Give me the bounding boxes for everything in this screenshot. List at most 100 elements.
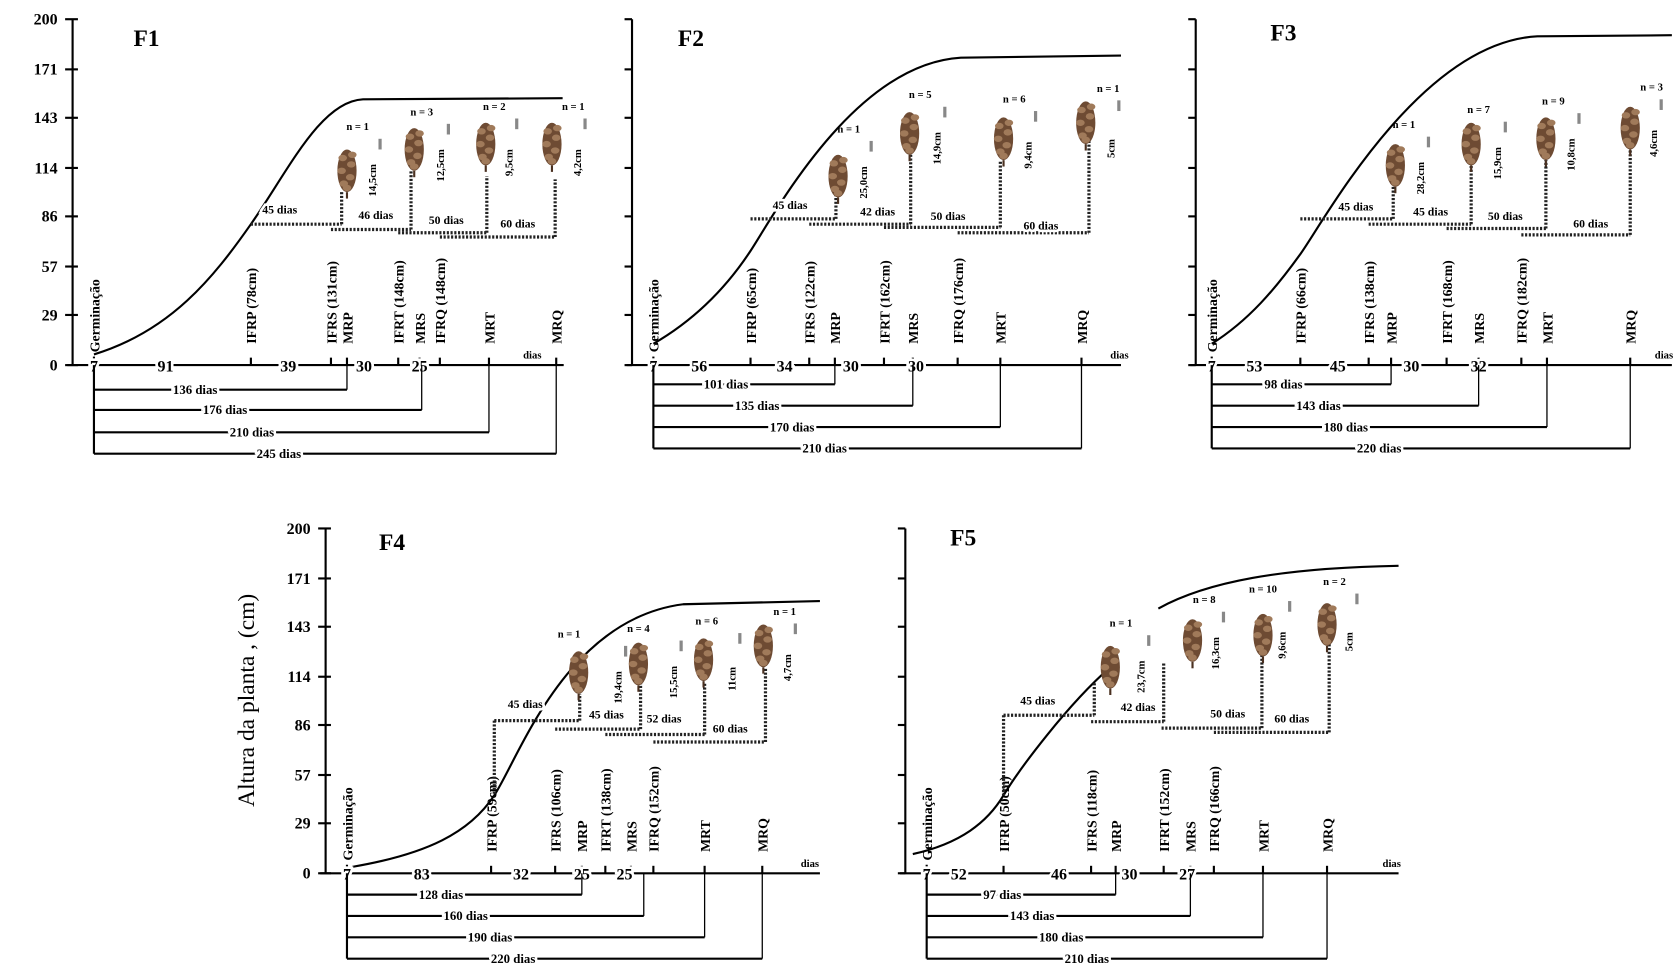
panel: 200 171 143 114 86 57 29 0 F4 Germinação dias IFRP … <box>287 521 820 969</box>
stage-label: IFRQ (152cm) <box>648 766 663 852</box>
plant-leaf <box>629 648 639 655</box>
step-label: 45 dias <box>508 698 543 711</box>
plant-size: 28,2cm <box>1415 162 1427 194</box>
plant-leaf <box>1620 124 1630 132</box>
stage-label: MRS <box>1473 313 1488 344</box>
plant-icon <box>899 112 920 162</box>
plant-size: 14,5cm <box>367 164 379 196</box>
stage-label: IFRQ (182cm) <box>1516 258 1531 344</box>
axis-unit: dias <box>1110 350 1128 362</box>
axis-unit: dias <box>523 350 541 362</box>
plant-count: n = 10 <box>1249 584 1277 596</box>
plant-size: 5cm <box>1344 632 1356 651</box>
plant-icon <box>1620 106 1640 156</box>
y-tick-label: 57 <box>42 259 58 276</box>
plant-leaf <box>1081 136 1091 144</box>
plant-size: 4,7cm <box>782 654 794 681</box>
stage-label: MRQ <box>1625 310 1640 344</box>
stage-label: MRS <box>907 313 922 344</box>
interval-value: 45 <box>1330 359 1346 376</box>
panel-title: F4 <box>379 530 405 556</box>
stage-label: MRT <box>1541 311 1556 344</box>
step-label: 45 dias <box>262 204 297 217</box>
plant-size: 15,9cm <box>1492 147 1504 179</box>
plant-leaf <box>1629 131 1638 138</box>
plant-leaf <box>763 636 772 643</box>
germination-label: Germinação <box>341 787 356 860</box>
stage-label: MRQ <box>1076 310 1091 344</box>
stage-label: MRS <box>1185 821 1200 852</box>
plant-leaf <box>1461 140 1471 148</box>
interval-value: 39 <box>280 359 296 376</box>
day-total: 170 dias <box>770 420 814 434</box>
stage-label: IFRT (152cm) <box>1158 768 1173 852</box>
plant-count: n = 5 <box>909 89 932 101</box>
plant-icon <box>1317 603 1337 653</box>
plant-leaf <box>1630 118 1639 125</box>
plant-size: 15,5cm <box>668 666 680 698</box>
plant-leaf <box>1322 638 1332 645</box>
interval-value: 30 <box>1403 359 1419 376</box>
plant-leaf <box>1536 135 1545 142</box>
plant-leaf <box>901 117 910 124</box>
plant-leaf <box>1077 106 1086 114</box>
stage-label: IFRT (138cm) <box>600 768 615 852</box>
plant-size: 16,3cm <box>1210 637 1222 669</box>
plant-leaf <box>404 146 414 153</box>
stage-label: IFRS (131cm) <box>325 261 340 344</box>
stage-label: IFRT (162cm) <box>878 260 893 344</box>
step-label: 42 dias <box>1121 701 1156 714</box>
stage-label: IFRS (138cm) <box>1363 261 1378 344</box>
stage-label: IFRQ (166cm) <box>1208 766 1223 852</box>
plant-leaf <box>551 134 561 141</box>
plant-leaf <box>1253 632 1262 639</box>
plant-leaf <box>348 151 357 159</box>
stage-label: MRT <box>1257 819 1272 852</box>
plant-leaf <box>577 675 587 683</box>
stage-label: IFRT (148cm) <box>393 260 408 344</box>
y-tick-label: 29 <box>295 816 311 833</box>
panel: F5 Germinação dias IFRP (50cm) IFRS (118cm) M… <box>897 526 1401 969</box>
plant-leaf <box>1109 670 1118 677</box>
plant-count: n = 1 <box>1097 83 1120 95</box>
plant-leaf <box>1545 129 1555 136</box>
step-label: 45 dias <box>773 199 808 212</box>
day-total: 210 dias <box>1065 952 1109 966</box>
plant-leaf <box>1106 681 1115 688</box>
y-tick-label: 0 <box>303 866 311 883</box>
plant-size: 23,7cm <box>1135 660 1147 692</box>
plant-count: n = 2 <box>1323 576 1346 588</box>
plant-leaf <box>543 128 552 135</box>
stage-label: MRP <box>341 312 356 344</box>
plant-count: n = 1 <box>346 121 369 133</box>
stage-label: MRQ <box>551 310 566 344</box>
day-total: 220 dias <box>1357 442 1401 456</box>
y-tick-label: 200 <box>34 12 58 29</box>
plant-icon <box>1076 101 1096 151</box>
plant-leaf <box>1537 122 1546 130</box>
plant-leaf <box>1394 168 1403 176</box>
plant-size: 9,4cm <box>1022 142 1034 169</box>
day-total: 180 dias <box>1039 931 1083 945</box>
plant-leaf <box>415 130 424 137</box>
germination-label: Germinação <box>88 279 103 352</box>
plant-leaf <box>337 167 346 175</box>
plant-leaf <box>899 130 909 137</box>
plant-leaf <box>702 662 712 670</box>
plant-size: 19,4cm <box>612 671 624 703</box>
plant-leaf <box>405 133 415 140</box>
plant-count: n = 1 <box>562 101 585 113</box>
plant-leaf <box>1471 134 1480 141</box>
plant-leaf <box>1470 147 1479 154</box>
plant-size: 11cm <box>727 667 739 691</box>
axis-unit: dias <box>1655 350 1673 362</box>
step-label: 50 dias <box>429 214 464 227</box>
plant-leaf <box>828 172 837 180</box>
plant-size: 5cm <box>1106 139 1118 158</box>
interval-value: 25 <box>617 867 633 884</box>
stage-label: IFRP (50cm) <box>998 776 1013 852</box>
plant-leaf <box>634 677 643 685</box>
plant-leaf <box>703 650 713 657</box>
y-tick-label: 57 <box>295 767 311 784</box>
plant-leaf <box>910 114 920 121</box>
